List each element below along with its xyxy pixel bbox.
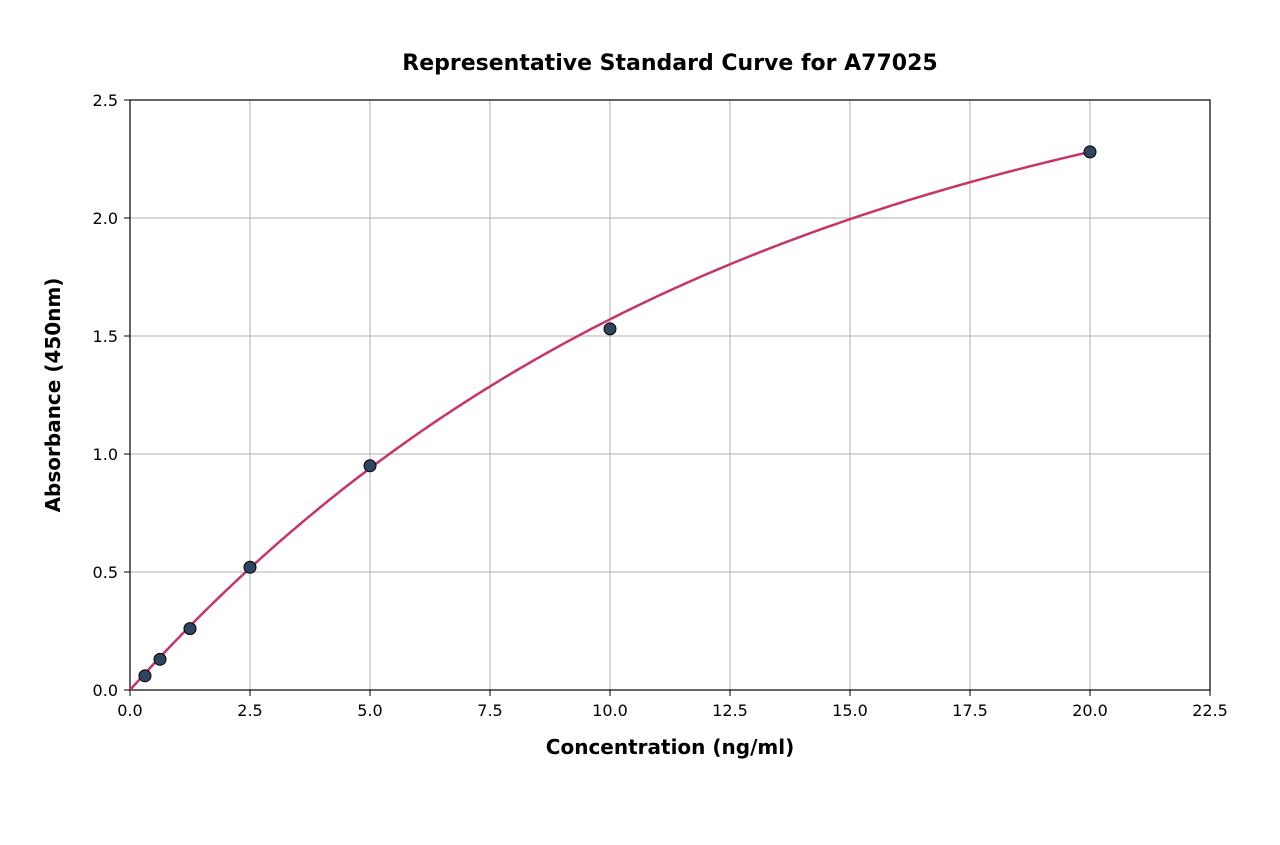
data-point: [364, 460, 376, 472]
y-tick-label: 2.0: [93, 209, 118, 228]
data-point: [184, 623, 196, 635]
y-tick-label: 0.5: [93, 563, 118, 582]
x-tick-label: 10.0: [592, 701, 628, 720]
chart-container: 0.0 2.5 5.0 7.5 10.0 12.5 15.0 17.5 20.0 22.5 0.0 0…: [0, 0, 1280, 845]
x-tick-label: 0.0: [117, 701, 142, 720]
data-point: [154, 653, 166, 665]
y-tick-label: 1.0: [93, 445, 118, 464]
data-point: [139, 670, 151, 682]
x-tick-label: 20.0: [1072, 701, 1108, 720]
x-tick-label: 15.0: [832, 701, 868, 720]
x-axis-label: Concentration (ng/ml): [546, 735, 794, 759]
chart-title: Representative Standard Curve for A77025: [402, 51, 937, 76]
data-point: [604, 323, 616, 335]
y-axis-label: Absorbance (450nm): [41, 278, 65, 513]
y-tick-label: 2.5: [93, 91, 118, 110]
chart-svg: 0.0 2.5 5.0 7.5 10.0 12.5 15.0 17.5 20.0 22.5 0.0 0…: [0, 0, 1280, 845]
x-tick-label: 7.5: [477, 701, 502, 720]
data-point: [244, 561, 256, 573]
x-tick-label: 5.0: [357, 701, 382, 720]
data-point: [1084, 146, 1096, 158]
x-tick-label: 2.5: [237, 701, 262, 720]
x-tick-label: 17.5: [952, 701, 988, 720]
y-tick-label: 1.5: [93, 327, 118, 346]
x-tick-label: 22.5: [1192, 701, 1228, 720]
x-tick-label: 12.5: [712, 701, 748, 720]
y-tick-label: 0.0: [93, 681, 118, 700]
